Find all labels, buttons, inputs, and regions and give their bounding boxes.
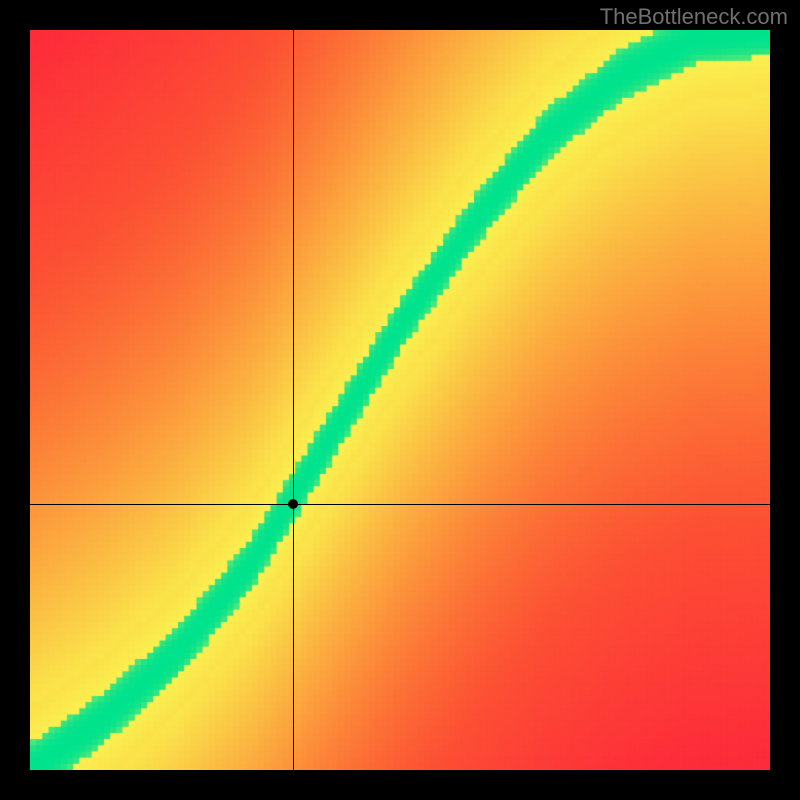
watermark-text: TheBottleneck.com <box>600 4 788 30</box>
marker-dot <box>288 499 298 509</box>
crosshair-horizontal <box>30 504 770 505</box>
bottleneck-heatmap <box>30 30 770 770</box>
crosshair-vertical <box>293 30 294 770</box>
plot-area <box>30 30 770 770</box>
